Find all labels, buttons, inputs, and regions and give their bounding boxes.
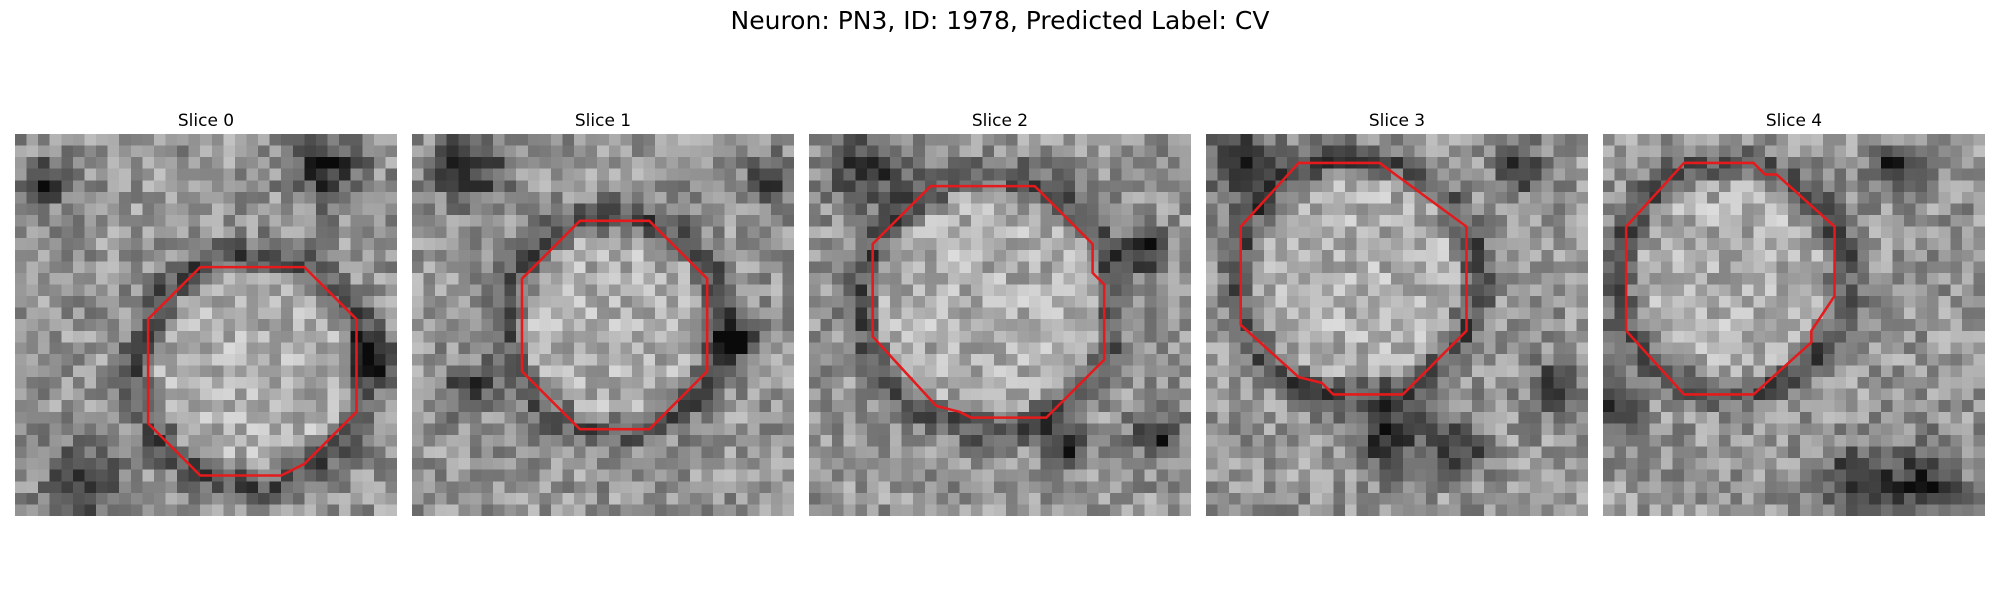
- slice-image: [15, 134, 397, 516]
- slice-panel-2: Slice 2: [809, 108, 1191, 516]
- slice-title: Slice 2: [971, 111, 1029, 131]
- pixel-grid: [15, 134, 397, 516]
- figure-title: Neuron: PN3, ID: 1978, Predicted Label: …: [730, 6, 1270, 35]
- slice-title: Slice 3: [1368, 111, 1426, 131]
- slice-title: Slice 1: [574, 111, 632, 131]
- pixel-grid: [412, 134, 794, 516]
- pixel-grid: [1206, 134, 1588, 516]
- slice-panel-4: Slice 4: [1603, 108, 1985, 516]
- slice-panel-1: Slice 1: [412, 108, 794, 516]
- segmentation-outline: [1624, 161, 1836, 396]
- slice-image: [1206, 134, 1588, 516]
- slice-title: Slice 4: [1765, 111, 1823, 131]
- segmentation-outline: [871, 184, 1106, 419]
- slice-image: [1603, 134, 1985, 516]
- slice-image: [809, 134, 1191, 516]
- segmentation-outline: [520, 219, 709, 431]
- segmentation-outline: [146, 265, 358, 477]
- slice-title: Slice 0: [177, 111, 235, 131]
- slice-image: [412, 134, 794, 516]
- slice-panel-3: Slice 3: [1206, 108, 1588, 516]
- segmentation-outline: [1239, 161, 1468, 396]
- pixel-grid: [809, 134, 1191, 516]
- slice-panel-0: Slice 0: [15, 108, 397, 516]
